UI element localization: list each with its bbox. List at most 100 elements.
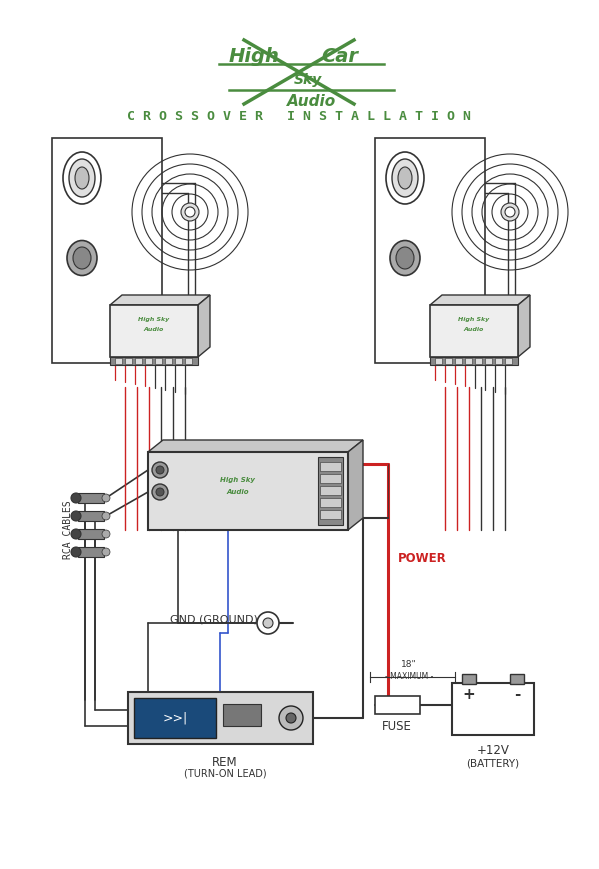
Circle shape <box>257 612 279 634</box>
Text: POWER: POWER <box>398 552 447 565</box>
Bar <box>145 358 152 364</box>
Text: +: + <box>462 687 476 702</box>
Bar <box>78 511 104 521</box>
Text: RCA CABLES: RCA CABLES <box>63 501 73 560</box>
Bar <box>320 486 341 495</box>
Bar <box>455 358 462 364</box>
Ellipse shape <box>390 241 420 275</box>
Circle shape <box>102 548 110 556</box>
Text: Audio: Audio <box>287 95 336 109</box>
Circle shape <box>156 488 164 496</box>
Circle shape <box>102 512 110 520</box>
Bar <box>430 305 518 357</box>
Polygon shape <box>198 295 210 357</box>
Ellipse shape <box>63 152 101 204</box>
Circle shape <box>156 466 164 474</box>
Bar <box>78 547 104 557</box>
Circle shape <box>102 530 110 538</box>
Circle shape <box>71 511 81 521</box>
Circle shape <box>71 547 81 557</box>
Bar <box>495 358 502 364</box>
Polygon shape <box>348 440 363 530</box>
Ellipse shape <box>75 167 89 189</box>
Bar <box>110 305 198 357</box>
Circle shape <box>286 713 296 723</box>
Ellipse shape <box>392 159 418 197</box>
Bar <box>505 358 512 364</box>
Bar <box>452 683 534 735</box>
Circle shape <box>501 203 519 221</box>
Bar <box>78 493 104 503</box>
Text: REM: REM <box>212 755 238 768</box>
Bar <box>223 704 261 726</box>
Circle shape <box>185 207 195 217</box>
Bar <box>128 692 313 744</box>
Bar <box>165 358 172 364</box>
Bar <box>318 457 343 525</box>
Text: Audio: Audio <box>144 327 164 332</box>
Bar <box>155 358 162 364</box>
Polygon shape <box>148 440 363 452</box>
Polygon shape <box>518 295 530 357</box>
Bar <box>320 498 341 507</box>
Text: Audio: Audio <box>227 489 249 495</box>
Text: 18": 18" <box>401 660 417 669</box>
Ellipse shape <box>67 241 97 275</box>
Text: High Sky: High Sky <box>458 317 489 322</box>
Bar <box>185 358 192 364</box>
Text: High Sky: High Sky <box>220 477 256 483</box>
Ellipse shape <box>69 159 95 197</box>
Circle shape <box>71 493 81 503</box>
Bar <box>510 674 524 684</box>
Circle shape <box>505 207 515 217</box>
Circle shape <box>181 203 199 221</box>
Bar <box>175 358 182 364</box>
Text: >>|: >>| <box>162 712 187 725</box>
Text: GND (GROUND): GND (GROUND) <box>170 615 258 625</box>
Polygon shape <box>110 295 210 305</box>
Text: High Sky: High Sky <box>138 317 170 322</box>
Text: High: High <box>229 47 280 65</box>
Text: C R O S S O V E R   I N S T A L L A T I O N: C R O S S O V E R I N S T A L L A T I O … <box>127 109 471 123</box>
Bar <box>445 358 452 364</box>
Bar <box>430 357 518 365</box>
Bar <box>135 358 142 364</box>
Bar <box>320 474 341 483</box>
Text: -: - <box>514 687 520 702</box>
Text: - MAXIMUM -: - MAXIMUM - <box>385 672 433 681</box>
Text: Sky: Sky <box>294 73 322 87</box>
Circle shape <box>152 462 168 478</box>
Text: FUSE: FUSE <box>382 720 412 733</box>
Ellipse shape <box>73 247 91 269</box>
Bar <box>462 674 476 684</box>
Circle shape <box>102 494 110 502</box>
Text: Audio: Audio <box>464 327 484 332</box>
Bar <box>115 358 122 364</box>
Circle shape <box>71 529 81 539</box>
Ellipse shape <box>386 152 424 204</box>
Bar <box>320 462 341 471</box>
Bar <box>320 510 341 519</box>
Bar <box>475 358 482 364</box>
Circle shape <box>263 618 273 628</box>
Bar <box>375 696 420 714</box>
Circle shape <box>279 706 303 730</box>
Text: (BATTERY): (BATTERY) <box>467 759 519 769</box>
Text: (TURN-ON LEAD): (TURN-ON LEAD) <box>184 769 267 779</box>
Polygon shape <box>430 295 530 305</box>
Text: +12V: +12V <box>477 745 509 758</box>
Bar <box>125 358 132 364</box>
Ellipse shape <box>398 167 412 189</box>
Circle shape <box>152 484 168 500</box>
Bar <box>435 358 442 364</box>
Bar <box>134 698 216 738</box>
Text: Car: Car <box>321 47 358 65</box>
Bar <box>375 138 485 363</box>
Bar <box>485 358 492 364</box>
Bar <box>52 138 162 363</box>
Bar <box>465 358 472 364</box>
Bar <box>148 452 348 530</box>
Bar <box>78 529 104 539</box>
Bar <box>110 357 198 365</box>
Ellipse shape <box>396 247 414 269</box>
